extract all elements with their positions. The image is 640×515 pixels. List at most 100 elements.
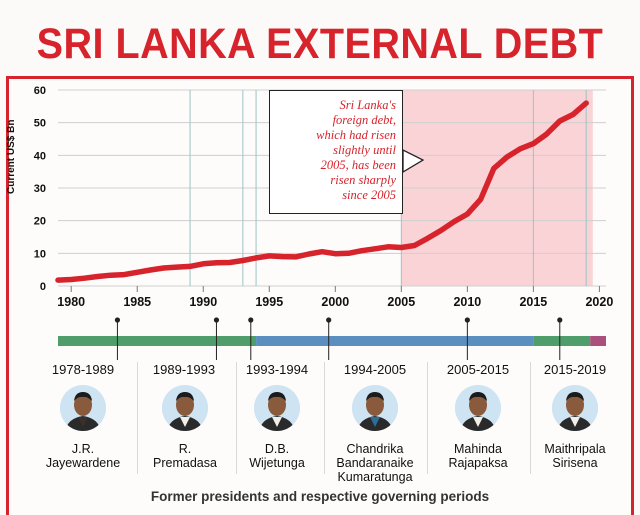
data-point: [281, 255, 284, 258]
portrait-jayewardene: [60, 385, 106, 431]
name-line: Kumaratunga: [337, 470, 413, 484]
x-tick-label: 1990: [189, 295, 217, 309]
data-point: [294, 255, 297, 259]
name-line: Maithripala: [544, 442, 606, 456]
portrait-face: [74, 394, 92, 416]
data-point: [241, 259, 245, 262]
president-name: R. Premadasa: [130, 442, 240, 470]
data-point: [202, 262, 205, 265]
debt-line-chart: 0 10 20 30 40 50 60 1980 1985 1990 1995 2000 2005 201…: [34, 85, 613, 360]
annotation-line: 2005, has been: [320, 158, 396, 172]
data-point: [254, 256, 258, 260]
portrait-hair: [268, 392, 286, 401]
annotation-line: slightly until: [333, 143, 396, 157]
data-point: [452, 220, 456, 223]
y-tick-label: 40: [34, 150, 46, 162]
data-point: [70, 278, 73, 281]
x-tick-label: 2020: [585, 295, 613, 309]
timeline-marker-dot: [464, 317, 470, 323]
name-line: J.R.: [71, 442, 95, 456]
president-name: Mahinda Rajapaksa: [423, 442, 533, 470]
y-tick-label: 50: [34, 118, 46, 130]
president-name: Chandrika Bandaranaike Kumaratunga: [320, 442, 430, 484]
data-point: [373, 247, 377, 250]
y-tick-label: 0: [40, 281, 46, 293]
portrait-hair: [366, 392, 384, 401]
timeline-segment: [256, 336, 534, 346]
timeline-segment: [533, 336, 591, 346]
name-line: Jayewardene: [45, 456, 121, 470]
data-point: [56, 278, 60, 282]
y-tick-label: 60: [34, 85, 46, 97]
x-tick-label: 1985: [123, 295, 151, 309]
data-point: [545, 132, 548, 136]
data-point: [466, 212, 469, 216]
portrait-face: [469, 394, 487, 416]
annotation-line: Sri Lanka's: [339, 98, 396, 112]
annotation-line: which had risen: [316, 128, 396, 142]
president-name: D.B. Wijetunga: [222, 442, 332, 470]
portrait-face: [366, 394, 384, 416]
column-divider: [530, 362, 531, 474]
portrait-hair: [469, 392, 487, 401]
x-tick-label: 1995: [255, 295, 283, 309]
data-point: [360, 249, 363, 252]
y-tick-label: 20: [34, 216, 46, 228]
portrait-wijetunga: [254, 385, 300, 431]
annotation-box: Sri Lanka's foreign debt, which had rise…: [269, 90, 403, 214]
data-point: [320, 250, 324, 253]
portrait-kumaratunga: [352, 385, 398, 431]
data-point: [386, 245, 390, 248]
data-point: [96, 275, 99, 278]
column-divider: [324, 362, 325, 474]
portrait-sirisena: [552, 385, 598, 431]
portrait-collar: [370, 417, 380, 427]
data-point: [136, 271, 139, 274]
portrait-hair: [566, 392, 584, 401]
data-point: [571, 113, 575, 116]
period-label: 1978-1989: [51, 362, 115, 377]
column-divider: [427, 362, 428, 474]
data-point: [426, 237, 429, 240]
data-point: [122, 273, 126, 276]
x-tick-label: 1980: [57, 295, 85, 309]
data-point: [334, 252, 337, 255]
data-point: [149, 268, 152, 272]
period-label: 2015-2019: [543, 362, 607, 377]
timeline-marker-dot: [114, 317, 121, 323]
data-point: [347, 252, 350, 255]
data-point: [400, 246, 403, 249]
data-point: [558, 119, 561, 123]
portrait-collar: [78, 417, 88, 427]
name-line: Premadasa: [153, 456, 217, 470]
name-line: Rajapaksa: [448, 456, 508, 470]
name-line: D.B.: [264, 442, 290, 456]
x-tick-label: 2010: [453, 295, 481, 309]
timeline-marker-dot: [557, 317, 563, 323]
data-point: [188, 265, 192, 268]
data-point: [439, 229, 443, 232]
column-divider: [137, 362, 138, 474]
data-point: [584, 101, 588, 105]
period-label: 1994-2005: [343, 362, 407, 377]
x-tick-label: 2005: [387, 295, 415, 309]
portrait-face: [268, 394, 286, 416]
x-tick-label: 2000: [321, 295, 349, 309]
portrait-collar: [473, 417, 483, 427]
portrait-premadasa: [162, 385, 208, 431]
page-title: SRI LANKA EXTERNAL DEBT: [36, 20, 604, 68]
annotation-pointer: [402, 148, 425, 174]
x-tick-label: 2015: [519, 295, 547, 309]
portrait-rajapaksa: [455, 385, 501, 431]
data-point: [413, 244, 416, 247]
annotation-line: risen sharply: [330, 173, 396, 187]
timeline-marker-dot: [326, 317, 332, 323]
annotation-line: since 2005: [342, 188, 396, 202]
data-point: [109, 274, 113, 277]
portrait-hair: [176, 392, 194, 401]
data-point: [307, 252, 311, 256]
timeline-segment: [590, 336, 606, 346]
portrait-face: [176, 394, 194, 416]
period-label: 2005-2015: [446, 362, 510, 377]
